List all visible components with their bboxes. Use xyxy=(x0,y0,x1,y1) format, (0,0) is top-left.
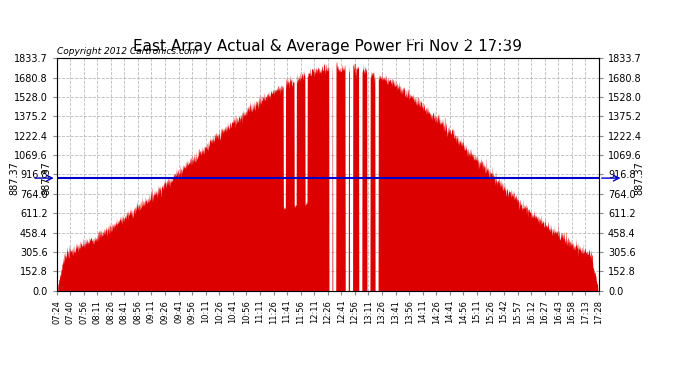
Text: 887.37: 887.37 xyxy=(634,161,644,195)
Text: Average  (DC Watts): Average (DC Watts) xyxy=(378,33,481,42)
Text: East Array  (DC Watts): East Array (DC Watts) xyxy=(493,33,607,42)
Text: 887.37: 887.37 xyxy=(10,161,20,195)
Text: Copyright 2012 Cartronics.com: Copyright 2012 Cartronics.com xyxy=(57,47,198,56)
Text: 887.37: 887.37 xyxy=(41,161,51,195)
Title: East Array Actual & Average Power Fri Nov 2 17:39: East Array Actual & Average Power Fri No… xyxy=(133,39,522,54)
